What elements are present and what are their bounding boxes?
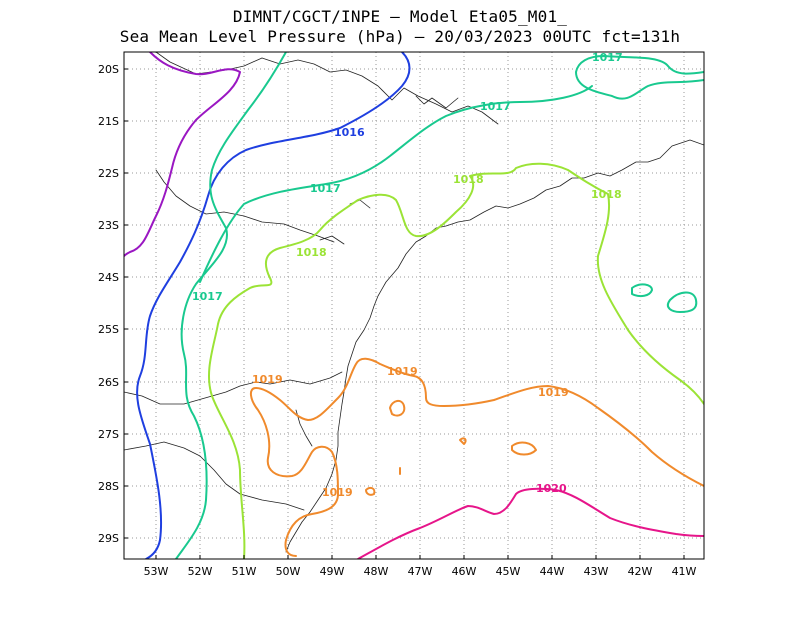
latitude-labels: 20S 21S 22S 23S 24S 25S 26S 27S 28S 29S (98, 63, 119, 545)
lon-label: 47W (408, 565, 433, 578)
contour-label-1019: 1019 (538, 386, 569, 399)
lon-label: 52W (188, 565, 213, 578)
lon-label: 50W (276, 565, 301, 578)
lon-label: 48W (364, 565, 389, 578)
isobar-1017-east (575, 55, 704, 100)
isobar-1017-ring (666, 291, 698, 313)
contour-label-1017: 1017 (310, 182, 341, 195)
lat-lon-grid (124, 52, 704, 559)
isobar-1019-cell3 (459, 437, 467, 445)
contour-label-1019: 1019 (322, 486, 353, 499)
lon-label: 51W (232, 565, 257, 578)
isobar-1016 (136, 52, 411, 559)
contour-labels: 1016 1017 1017 1017 1017 1018 1018 1018 … (192, 51, 623, 499)
contour-label-1018: 1018 (453, 173, 484, 186)
isobar-1017-ring2 (631, 283, 653, 298)
lat-label: 28S (98, 480, 119, 493)
contour-label-1018: 1018 (296, 246, 327, 259)
lat-label: 22S (98, 167, 119, 180)
isobar-1017 (175, 52, 287, 559)
lat-label: 23S (98, 219, 119, 232)
isobar-1019 (250, 357, 704, 557)
contour-label-1017: 1017 (192, 290, 223, 303)
lat-label: 20S (98, 63, 119, 76)
contour-label-1017: 1017 (480, 100, 511, 113)
chart-subtitle: Sea Mean Level Pressure (hPa) — 20/03/20… (119, 27, 681, 46)
isobar-1019-cell4 (365, 486, 376, 496)
isobar-1019-cell2 (511, 441, 537, 456)
lon-label: 53W (144, 565, 169, 578)
longitude-labels: 53W 52W 51W 50W 49W 48W 47W 46W 45W 44W … (144, 565, 697, 578)
lon-label: 46W (452, 565, 477, 578)
isobar-purple (124, 52, 241, 257)
lon-label: 43W (584, 565, 609, 578)
lat-label: 21S (98, 115, 119, 128)
contour-label-1020: 1020 (536, 482, 567, 495)
isobar-1017-north (199, 85, 593, 283)
contour-label-1016: 1016 (334, 126, 365, 139)
map-frame (123, 51, 705, 560)
lon-label: 45W (496, 565, 521, 578)
chart-title: DIMNT/CGCT/INPE — Model Eta05_M01_ (232, 7, 568, 26)
lat-label: 24S (98, 271, 119, 284)
lon-label: 44W (540, 565, 565, 578)
contour-label-1018: 1018 (591, 188, 622, 201)
lon-label: 42W (628, 565, 653, 578)
isobar-1019-cell1 (389, 400, 406, 417)
lat-label: 25S (98, 323, 119, 336)
lat-label: 27S (98, 428, 119, 441)
isobar-1018 (208, 162, 704, 559)
contour-label-1019: 1019 (252, 373, 283, 386)
contour-label-1017: 1017 (592, 51, 623, 64)
lon-label: 49W (320, 565, 345, 578)
isobar-1020 (357, 487, 704, 559)
lat-label: 26S (98, 376, 119, 389)
tick-marks (124, 68, 685, 559)
lon-label: 41W (672, 565, 697, 578)
lat-label: 29S (98, 532, 119, 545)
contour-label-1019: 1019 (387, 365, 418, 378)
